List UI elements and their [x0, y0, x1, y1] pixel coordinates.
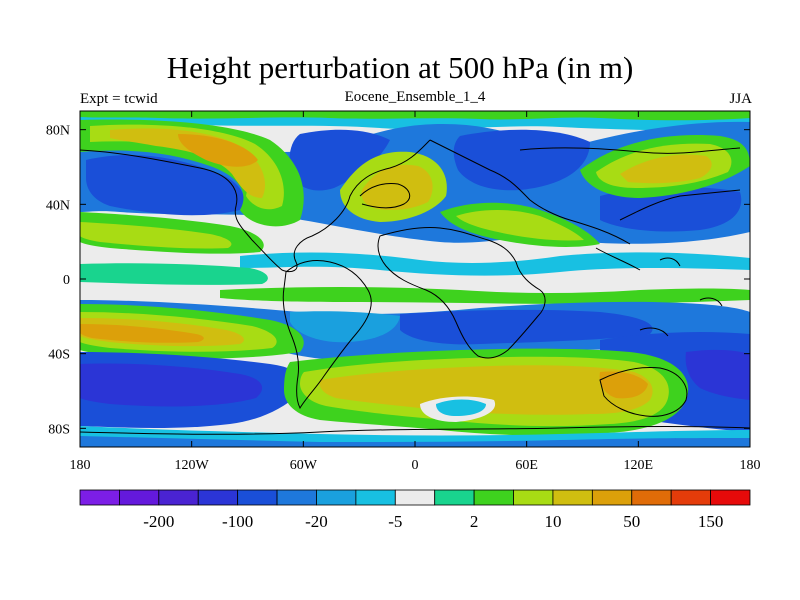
contour-nh-pos-3b: [456, 210, 584, 241]
colorbar-swatch: [79, 489, 120, 506]
colorbar-label: -20: [305, 512, 328, 531]
colorbar-swatch: [670, 489, 711, 506]
colorbar-label: 10: [544, 512, 561, 531]
experiment-label: Expt = tcwid: [80, 91, 158, 107]
colorbar-swatch: [119, 489, 160, 506]
colorbar-swatch: [513, 489, 554, 506]
coastline-europe: [429, 139, 631, 245]
lon-tick-label: 180: [70, 458, 91, 473]
contour-sh-pos-yellow: [319, 365, 653, 415]
colorbar-swatch: [631, 489, 672, 506]
lat-tick-label: 80N: [46, 124, 70, 139]
colorbar-swatch: [276, 489, 317, 506]
contour-field: [80, 111, 750, 447]
lon-tick-label: 0: [412, 458, 419, 473]
colorbar-label: -100: [222, 512, 253, 531]
lat-tick-label: 80S: [48, 422, 70, 437]
contour-eq-green-1: [80, 263, 268, 285]
contour-nh-pos-4c: [620, 154, 712, 184]
coastline-africa: [377, 227, 546, 359]
lat-tick-label: 40S: [48, 348, 70, 363]
contour-south-east-dark: [685, 349, 750, 400]
colorbar-swatch: [473, 489, 514, 506]
colorbar-swatch: [591, 489, 633, 506]
colorbar-label: -5: [388, 512, 402, 531]
lat-tick-label: 40N: [46, 198, 70, 213]
lon-tick-label: 60W: [290, 458, 318, 473]
contour-north-dark-3: [453, 129, 590, 191]
lon-tick-label: 120E: [624, 458, 654, 473]
contour-sh-west-orange: [80, 324, 204, 343]
coastline-north-america-2: [359, 183, 411, 209]
contour-north-dark: [86, 155, 244, 216]
contour-sh-cyan: [290, 311, 400, 343]
contour-sh-pos-center-cyan: [436, 399, 486, 416]
contour-north-dark-4: [600, 187, 742, 232]
colorbar-swatch: [552, 489, 593, 506]
coastline-south-america: [282, 259, 372, 410]
colorbar-swatch: [434, 489, 475, 506]
colorbar-label: -200: [143, 512, 174, 531]
chart-title: Height perturbation at 500 hPa (in m): [166, 50, 634, 85]
ensemble-label: Eocene_Ensemble_1_4: [344, 89, 486, 105]
contour-nh-pos-2b: [361, 164, 433, 210]
contour-south-dark: [80, 363, 263, 407]
contour-nh-west-lime: [80, 222, 232, 249]
contour-eq-cyan-1: [240, 252, 750, 276]
colorbar-label: 150: [698, 512, 724, 531]
colorbar-swatch: [237, 489, 278, 506]
lon-tick-label: 180: [740, 458, 761, 473]
colorbar-swatch: [394, 489, 436, 506]
lon-tick-label: 120W: [175, 458, 210, 473]
colorbar-swatch: [197, 489, 239, 506]
colorbar-swatch: [158, 489, 199, 506]
colorbar-label: 2: [470, 512, 479, 531]
colorbar-swatch: [355, 489, 396, 506]
coastline-asia: [519, 147, 741, 271]
lat-tick-label: 0: [63, 273, 70, 288]
axis-ticks: 80N 40N 0 40S 80S 180 120W 60W 0 60E 120E 180: [46, 111, 761, 473]
contour-antarctic-blue: [80, 436, 750, 447]
contour-north-dark-2: [289, 129, 390, 191]
colorbar-label: 50: [623, 512, 640, 531]
contour-nh-pos-1d: [178, 134, 258, 167]
colorbar: -200 -100 -20 -5 2 10 50 150: [79, 489, 751, 531]
coastline-antarctica: [80, 426, 750, 435]
contour-eq-green-2: [220, 287, 750, 304]
season-label: JJA: [729, 91, 752, 107]
coastlines: [80, 139, 750, 435]
lon-tick-label: 60E: [515, 458, 538, 473]
contour-sh-pos-orange: [599, 371, 648, 399]
colorbar-swatch: [316, 489, 357, 506]
coastline-islands: [639, 257, 723, 337]
coastline-australia: [599, 367, 688, 417]
colorbar-swatch: [710, 489, 751, 506]
